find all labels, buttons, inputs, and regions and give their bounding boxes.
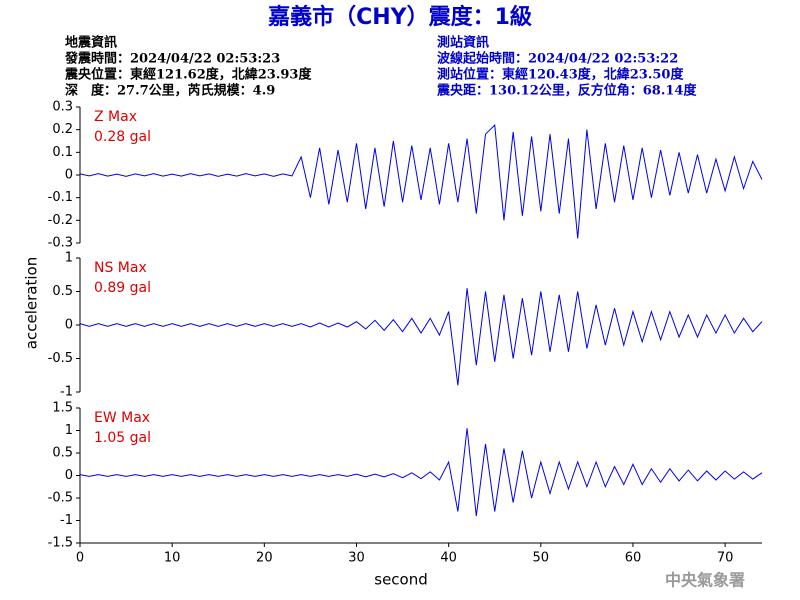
waveform [79, 428, 763, 517]
x-tick-label: 50 [533, 551, 550, 566]
y-tick-label: 0 [65, 168, 73, 183]
info-left: 震央位置：東經121.62度，北緯23.93度 [64, 67, 312, 83]
y-tick-label: 0.3 [52, 100, 73, 115]
info-left: 深 度：27.7公里，芮氏規模：4.9 [65, 83, 275, 99]
y-tick-label: -1.5 [48, 536, 73, 551]
max-label: EW Max [94, 410, 150, 426]
y-axis-label: acceleration [23, 257, 41, 349]
y-tick-label: 1 [65, 251, 73, 266]
y-tick-label: 0.1 [52, 145, 73, 160]
info-left: 發震時間：2024/04/22 02:53:23 [64, 51, 280, 67]
y-tick-label: -0.1 [48, 190, 73, 205]
y-tick-label: 0.5 [52, 284, 73, 299]
x-tick-label: 60 [625, 551, 642, 566]
y-tick-label: -1 [60, 385, 73, 400]
y-tick-label: 0 [65, 318, 73, 333]
max-label: NS Max [94, 260, 147, 276]
y-tick-label: 1 [65, 423, 73, 438]
info-right: 震央距：130.12公里，反方位角：68.14度 [436, 83, 697, 99]
x-tick-label: 10 [164, 551, 181, 566]
waveform [79, 124, 763, 239]
y-tick-label: -0.2 [48, 213, 73, 228]
info-right: 波線起始時間：2024/04/22 02:53:22 [437, 51, 678, 67]
y-tick-label: 1.5 [52, 401, 73, 416]
max-value: 1.05 gal [94, 430, 151, 446]
max-value: 0.28 gal [94, 129, 151, 145]
chart-title: 嘉義市（CHY）震度：1級 [268, 4, 532, 30]
x-tick-label: 20 [256, 551, 273, 566]
info-right: 測站資訊 [437, 35, 489, 51]
y-tick-label: -0.5 [48, 351, 73, 366]
info-right: 測站位置：東經120.43度，北緯23.50度 [437, 67, 684, 83]
y-tick-label: -0.5 [48, 491, 73, 506]
y-tick-label: 0 [65, 468, 73, 483]
y-tick-label: -1 [60, 513, 73, 528]
x-tick-label: 40 [440, 551, 457, 566]
x-tick-label: 70 [717, 551, 734, 566]
footer: 中央氣象署 [665, 571, 745, 590]
y-tick-label: 0.5 [52, 446, 73, 461]
y-tick-label: -0.3 [48, 236, 73, 251]
max-value: 0.89 gal [94, 280, 151, 296]
waveform [79, 288, 763, 386]
x-tick-label: 30 [348, 551, 365, 566]
info-left: 地震資訊 [65, 35, 117, 51]
max-label: Z Max [94, 109, 137, 125]
x-tick-label: 0 [76, 551, 84, 566]
y-tick-label: 0.2 [52, 122, 73, 137]
x-axis-label: second [374, 571, 428, 589]
